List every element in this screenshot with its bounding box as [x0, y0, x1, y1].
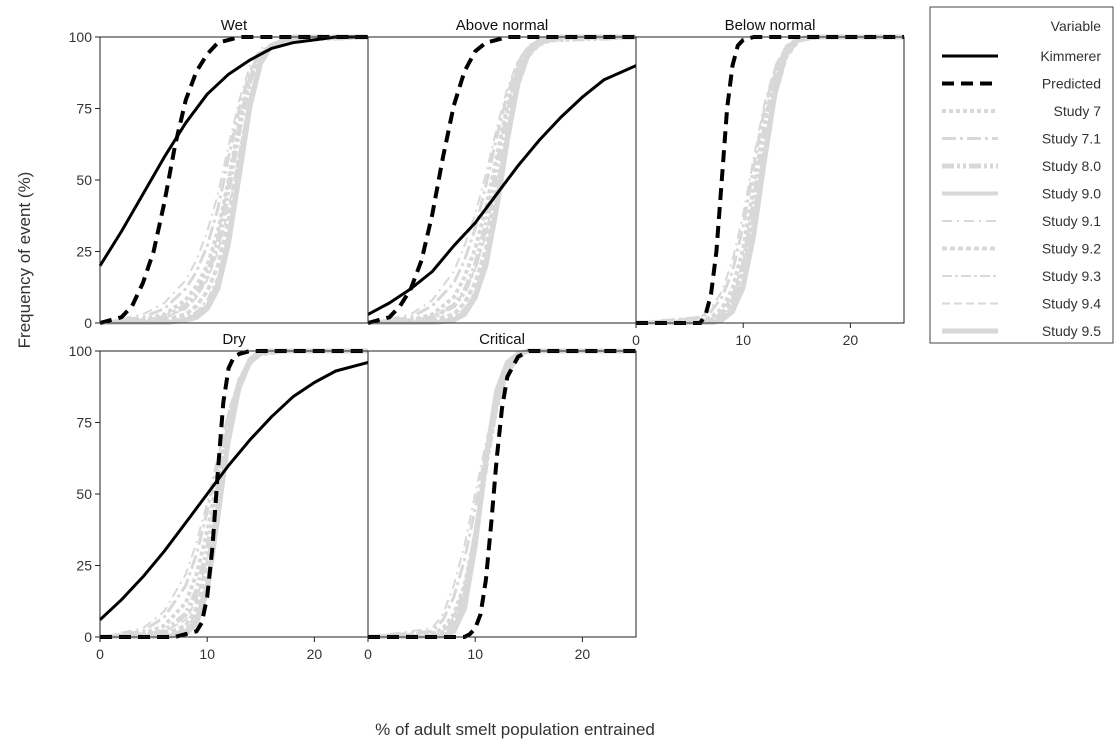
series-line-study-8-0 — [100, 348, 368, 639]
panel-series-group — [367, 348, 636, 639]
x-tick-label: 0 — [632, 332, 640, 348]
series-line-study-7 — [635, 35, 904, 325]
series-line-predicted — [636, 35, 904, 325]
panel-series-group — [98, 348, 369, 639]
series-line-study-9-2 — [635, 35, 904, 325]
y-tick-label: 75 — [76, 415, 92, 431]
x-tick-label: 10 — [735, 332, 751, 348]
legend-label: Study 9.4 — [1042, 296, 1101, 312]
y-tick-label: 25 — [76, 558, 92, 574]
y-tick-label: 100 — [69, 29, 93, 45]
series-line-study-7-1 — [367, 349, 636, 639]
x-axis-label: % of adult smelt population entrained — [375, 720, 655, 739]
series-line-study-9-5 — [368, 348, 636, 639]
panel-title: Wet — [221, 17, 248, 34]
series-line-study-8-0 — [636, 34, 904, 325]
x-tick-label: 0 — [364, 646, 372, 662]
series-line-study-9-2 — [99, 35, 368, 325]
x-tick-label: 20 — [843, 332, 859, 348]
series-line-study-9-5 — [636, 34, 904, 325]
series-line-study-9-5 — [100, 34, 368, 325]
y-tick-label: 50 — [76, 486, 92, 502]
y-tick-label: 50 — [76, 172, 92, 188]
series-line-study-9-3 — [368, 350, 636, 638]
legend-label: Study 7.1 — [1042, 131, 1101, 147]
series-line-study-8-0 — [368, 348, 636, 639]
legend-box — [929, 6, 1114, 344]
series-line-study-9-4 — [635, 36, 904, 324]
series-line-study-9-1 — [99, 36, 369, 324]
series-line-study-7-1 — [99, 35, 369, 325]
series-line-predicted — [99, 35, 368, 325]
legend-label: Study 9.1 — [1042, 213, 1101, 229]
y-axis-label: Frequency of event (%) — [15, 172, 34, 349]
x-tick-label: 20 — [307, 646, 323, 662]
series-line-study-7-1 — [635, 35, 904, 325]
panel-series-group — [98, 34, 369, 325]
panel-frame — [367, 350, 637, 638]
x-tick-label: 20 — [575, 646, 591, 662]
legend-label: Study 9.3 — [1042, 268, 1101, 284]
y-tick-label: 100 — [69, 343, 93, 359]
y-tick-label: 25 — [76, 244, 92, 260]
panel-series-group — [635, 34, 904, 325]
series-line-study-9-1 — [635, 36, 904, 324]
legend-label: Study 7 — [1054, 103, 1102, 119]
legend-title: Variable — [1051, 18, 1102, 34]
legend-label: Study 9.5 — [1042, 323, 1101, 339]
x-tick-label: 10 — [199, 646, 215, 662]
x-tick-label: 10 — [467, 646, 483, 662]
panel-title: Below normal — [725, 17, 816, 34]
series-line-study-7 — [367, 349, 636, 639]
legend-label: Study 9.0 — [1042, 186, 1101, 202]
legend-label: Study 8.0 — [1042, 158, 1101, 174]
series-line-predicted — [368, 349, 636, 639]
series-line-study-9-0 — [636, 35, 904, 325]
series-line-study-9-1 — [367, 36, 636, 324]
y-tick-label: 0 — [84, 315, 92, 331]
y-tick-label: 0 — [84, 629, 92, 645]
panel-frame — [635, 36, 905, 324]
series-line-study-9-4 — [367, 350, 636, 638]
series-line-kimmerer — [98, 35, 368, 267]
legend-label: Study 9.2 — [1042, 241, 1101, 257]
panel-title: Dry — [222, 331, 246, 348]
y-tick-label: 75 — [76, 101, 92, 117]
series-line-study-7-1 — [367, 35, 636, 325]
legend-label: Kimmerer — [1040, 48, 1101, 64]
series-line-study-9-2 — [367, 349, 636, 639]
panel-title: Above normal — [456, 17, 549, 34]
legend-label: Predicted — [1042, 76, 1101, 92]
series-line-study-9-5 — [368, 34, 636, 325]
series-line-study-9-1 — [367, 350, 636, 638]
series-line-predicted — [100, 349, 368, 639]
series-line-study-9-4 — [367, 36, 636, 324]
series-line-study-9-0 — [368, 349, 636, 639]
x-tick-label: 0 — [96, 646, 104, 662]
series-line-study-9-3 — [636, 36, 904, 324]
panel-series-group — [367, 34, 637, 325]
panel-title: Critical — [479, 331, 525, 348]
series-line-kimmerer — [98, 360, 369, 621]
